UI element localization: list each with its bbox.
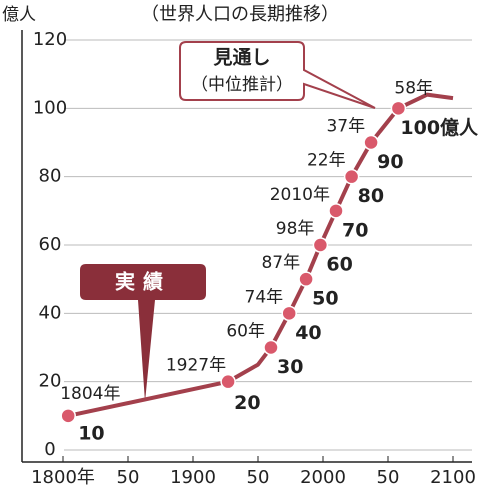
x-tick-label: 50 bbox=[117, 467, 140, 488]
y-axis-label: 億人 bbox=[2, 5, 36, 25]
marker bbox=[343, 168, 360, 185]
point-label: 60年 bbox=[226, 322, 265, 342]
point-label: 2010年 bbox=[270, 185, 330, 205]
annotation-text: 見通し bbox=[213, 47, 270, 69]
marker bbox=[390, 100, 407, 117]
y-tick-label: 20 bbox=[39, 371, 62, 392]
y-tick-label: 80 bbox=[39, 166, 62, 187]
x-tick-label: 2100 bbox=[430, 467, 476, 488]
x-tick-label: 1900 bbox=[170, 467, 216, 488]
value-label: 30 bbox=[277, 356, 303, 378]
point-label: 58年 bbox=[394, 78, 433, 98]
value-label: 10 bbox=[78, 422, 104, 444]
value-label: 40 bbox=[295, 322, 321, 344]
value-label: 80 bbox=[358, 185, 384, 207]
x-tick-label: 1800年 bbox=[31, 467, 95, 488]
value-label: 100億人 bbox=[400, 116, 479, 139]
y-tick-label: 100 bbox=[33, 97, 67, 118]
y-tick-label: 40 bbox=[39, 302, 62, 323]
annotation-box bbox=[80, 264, 206, 402]
x-tick-label: 50 bbox=[377, 467, 400, 488]
value-label: 20 bbox=[234, 392, 260, 414]
point-label: 87年 bbox=[261, 253, 300, 273]
value-label: 50 bbox=[312, 288, 338, 310]
value-label: 60 bbox=[326, 254, 352, 276]
marker bbox=[363, 134, 379, 151]
point-label: 37年 bbox=[326, 117, 365, 137]
marker bbox=[328, 203, 344, 219]
x-tick-label: 50 bbox=[247, 467, 270, 488]
marker bbox=[263, 339, 279, 356]
y-tick-label: 0 bbox=[44, 439, 55, 460]
point-label: 1804年 bbox=[60, 384, 120, 404]
marker bbox=[298, 271, 314, 287]
marker bbox=[281, 305, 297, 322]
annotation-text: 実績 bbox=[115, 270, 171, 294]
chart-title: （世界人口の長期推移） bbox=[141, 4, 339, 25]
annotation-subtext: （中位推計） bbox=[191, 75, 293, 95]
point-label: 1927年 bbox=[166, 356, 226, 376]
annotation-box bbox=[179, 41, 376, 109]
marker bbox=[60, 408, 76, 424]
x-tick-label: 2000 bbox=[300, 467, 346, 488]
point-label: 22年 bbox=[307, 151, 346, 171]
value-label: 70 bbox=[342, 219, 368, 241]
marker bbox=[220, 373, 236, 390]
value-label: 90 bbox=[377, 151, 403, 173]
y-tick-label: 60 bbox=[39, 234, 62, 255]
marker bbox=[312, 237, 329, 253]
point-label: 98年 bbox=[276, 219, 315, 239]
point-label: 74年 bbox=[245, 287, 284, 307]
y-tick-label: 120 bbox=[33, 29, 67, 50]
